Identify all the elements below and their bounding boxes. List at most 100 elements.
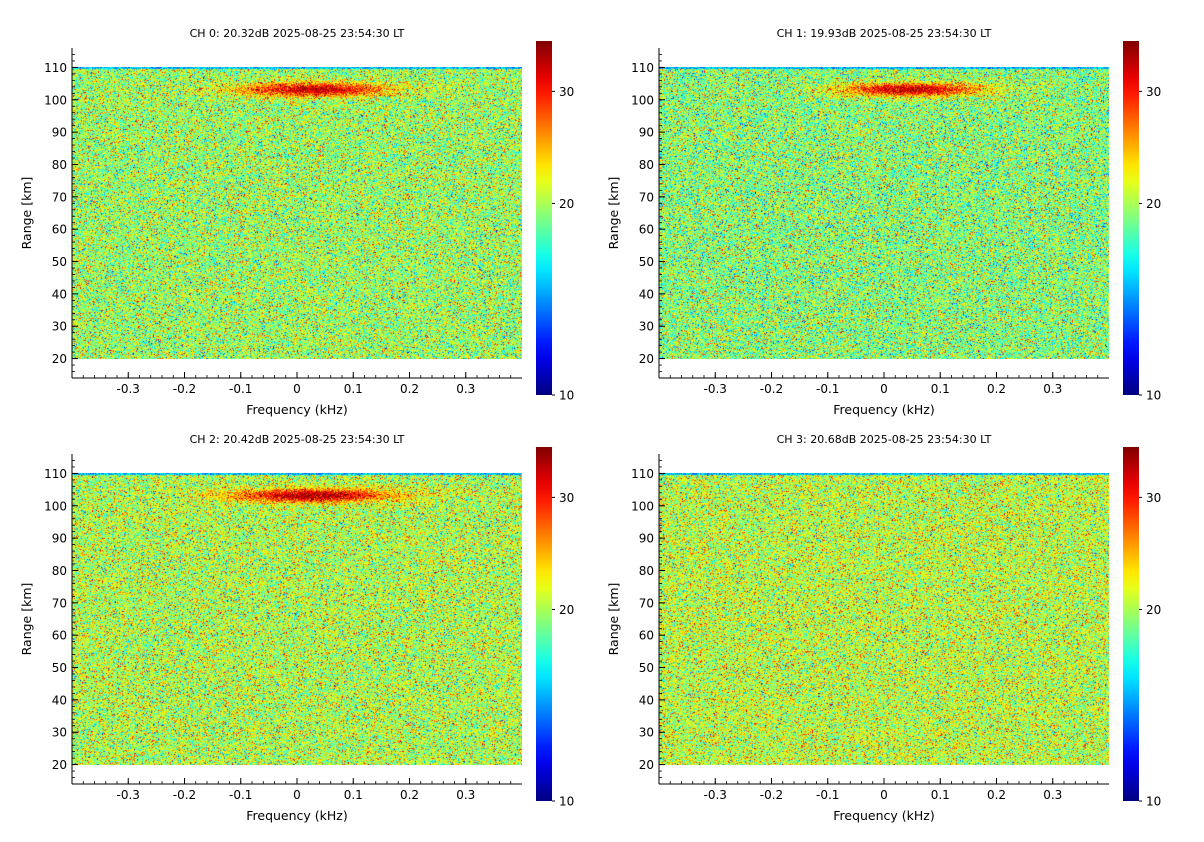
colorbar-tick-label: 30 (1146, 491, 1161, 505)
x-tick-label: -0.1 (816, 788, 839, 802)
x-tick-label: 0 (293, 382, 301, 396)
x-tick-label: 0.1 (344, 788, 363, 802)
chart-title: CH 3: 20.68dB 2025-08-25 23:54:30 LT (777, 433, 992, 446)
spectrogram-heatmap (659, 473, 1109, 765)
y-tick-label: 100 (631, 93, 654, 107)
y-tick-label: 100 (44, 93, 67, 107)
x-tick-label: -0.2 (173, 788, 196, 802)
y-tick-label: 80 (52, 158, 67, 172)
y-tick-label: 90 (52, 532, 67, 546)
x-tick-label: 0 (880, 788, 888, 802)
y-tick-label: 30 (52, 320, 67, 334)
colorbar (1123, 447, 1139, 801)
x-tick-label: -0.3 (117, 382, 140, 396)
chart-svg: CH 0: 20.32dB 2025-08-25 23:54:30 LT -0.3… (19, 27, 574, 417)
y-tick-label: 60 (639, 223, 654, 237)
y-tick-label: 50 (639, 661, 654, 675)
x-tick-label: -0.3 (704, 382, 727, 396)
chart-svg: CH 2: 20.42dB 2025-08-25 23:54:30 LT -0.3… (19, 433, 574, 823)
chart-svg: CH 1: 19.93dB 2025-08-25 23:54:30 LT -0.3… (606, 27, 1161, 417)
y-tick-label: 70 (52, 190, 67, 204)
x-tick-label: 0 (880, 382, 888, 396)
x-axis-label: Frequency (kHz) (246, 402, 348, 417)
y-tick-label: 110 (44, 467, 67, 481)
colorbar-tick-label: 10 (1146, 389, 1161, 403)
colorbar-tick-label: 20 (559, 603, 574, 617)
chart-title: CH 1: 19.93dB 2025-08-25 23:54:30 LT (777, 27, 992, 40)
y-axis-label: Range [km] (19, 583, 34, 656)
x-tick-label: 0.2 (400, 788, 419, 802)
spectrogram-heatmap (72, 473, 522, 765)
x-tick-label: 0.2 (400, 382, 419, 396)
y-tick-label: 50 (52, 661, 67, 675)
x-tick-label: 0.1 (931, 382, 950, 396)
x-tick-label: -0.3 (704, 788, 727, 802)
y-tick-label: 60 (639, 629, 654, 643)
spectrogram-heatmap (72, 67, 522, 359)
x-tick-label: -0.3 (117, 788, 140, 802)
colorbar-tick-label: 20 (1146, 603, 1161, 617)
x-tick-label: -0.2 (173, 382, 196, 396)
x-tick-label: 0.1 (931, 788, 950, 802)
spectrogram-heatmap (659, 67, 1109, 359)
y-tick-label: 30 (639, 726, 654, 740)
x-tick-label: 0.2 (987, 788, 1006, 802)
y-tick-label: 70 (639, 190, 654, 204)
y-axis-label: Range [km] (606, 177, 621, 250)
y-tick-label: 70 (52, 596, 67, 610)
colorbar-tick-label: 30 (1146, 85, 1161, 99)
y-tick-label: 30 (52, 726, 67, 740)
y-tick-label: 20 (52, 758, 67, 772)
x-tick-label: -0.2 (760, 788, 783, 802)
colorbar-tick-label: 10 (559, 795, 574, 809)
y-tick-label: 110 (44, 61, 67, 75)
chart-panel-ch3: CH 3: 20.68dB 2025-08-25 23:54:30 LT -0.3… (587, 406, 1189, 827)
y-tick-label: 40 (639, 693, 654, 707)
y-tick-label: 60 (52, 629, 67, 643)
y-tick-label: 20 (52, 352, 67, 366)
y-tick-label: 110 (631, 61, 654, 75)
x-tick-label: 0.3 (456, 382, 475, 396)
colorbar-tick-label: 20 (559, 197, 574, 211)
x-tick-label: 0.2 (987, 382, 1006, 396)
y-tick-label: 60 (52, 223, 67, 237)
y-tick-label: 100 (44, 499, 67, 513)
y-tick-label: 80 (639, 564, 654, 578)
x-tick-label: -0.1 (816, 382, 839, 396)
chart-title: CH 2: 20.42dB 2025-08-25 23:54:30 LT (190, 433, 405, 446)
y-tick-label: 90 (52, 126, 67, 140)
chart-panel-ch1: CH 1: 19.93dB 2025-08-25 23:54:30 LT -0.3… (587, 0, 1189, 421)
colorbar-tick-label: 20 (1146, 197, 1161, 211)
chart-svg: CH 3: 20.68dB 2025-08-25 23:54:30 LT -0.3… (606, 433, 1161, 823)
y-tick-label: 20 (639, 352, 654, 366)
x-tick-label: 0.3 (1043, 788, 1062, 802)
colorbar-tick-label: 10 (1146, 795, 1161, 809)
x-tick-label: -0.1 (229, 382, 252, 396)
y-tick-label: 20 (639, 758, 654, 772)
y-tick-label: 40 (639, 287, 654, 301)
chart-title: CH 0: 20.32dB 2025-08-25 23:54:30 LT (190, 27, 405, 40)
y-tick-label: 80 (52, 564, 67, 578)
x-tick-label: 0 (293, 788, 301, 802)
y-tick-label: 40 (52, 693, 67, 707)
chart-panel-ch2: CH 2: 20.42dB 2025-08-25 23:54:30 LT -0.3… (0, 406, 602, 827)
y-tick-label: 50 (639, 255, 654, 269)
x-axis-label: Frequency (kHz) (246, 808, 348, 823)
y-tick-label: 30 (639, 320, 654, 334)
y-tick-label: 80 (639, 158, 654, 172)
colorbar (536, 447, 552, 801)
y-tick-label: 90 (639, 126, 654, 140)
x-tick-label: 0.3 (456, 788, 475, 802)
y-tick-label: 90 (639, 532, 654, 546)
x-axis-label: Frequency (kHz) (833, 402, 935, 417)
y-axis-label: Range [km] (606, 583, 621, 656)
chart-panel-ch0: CH 0: 20.32dB 2025-08-25 23:54:30 LT -0.3… (0, 0, 602, 421)
y-tick-label: 70 (639, 596, 654, 610)
x-tick-label: 0.3 (1043, 382, 1062, 396)
colorbar (1123, 41, 1139, 395)
y-tick-label: 40 (52, 287, 67, 301)
y-tick-label: 110 (631, 467, 654, 481)
x-tick-label: 0.1 (344, 382, 363, 396)
colorbar-tick-label: 30 (559, 85, 574, 99)
